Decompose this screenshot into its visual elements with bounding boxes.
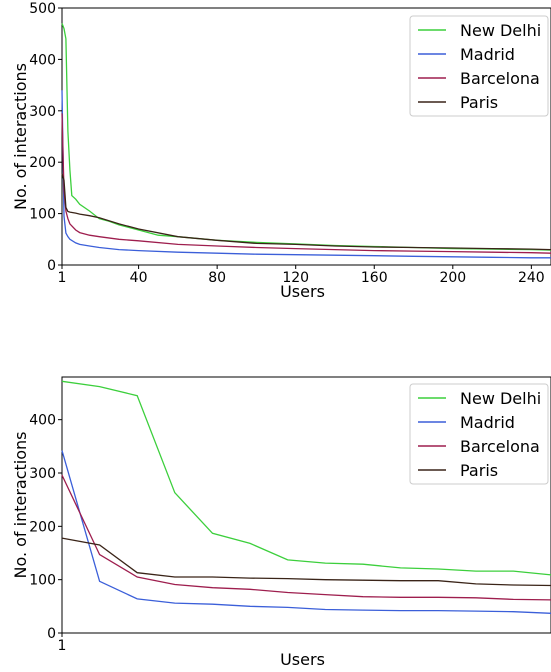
legend: New Delhi Madrid Barcelona Paris (409, 383, 549, 485)
y-axis-label: No. of interactions (11, 431, 30, 578)
y-tick-label: 500 (29, 1, 56, 17)
chart-1: 0 100 200 300 400 500 1 40 80 120 160 200 240 Users No… (11, 1, 551, 301)
series-line-barcelona (61, 113, 551, 254)
series-line-new-delhi (61, 380, 551, 576)
x-tick-label: 1 (58, 638, 67, 654)
y-tick-label: 400 (29, 52, 56, 68)
legend-box (409, 383, 549, 485)
series-line-paris (61, 173, 551, 251)
legend-label: New Delhi (460, 21, 541, 40)
x-tick-label: 200 (439, 270, 466, 286)
legend-label: Paris (460, 93, 498, 112)
y-tick-label: 400 (29, 413, 56, 429)
legend-label: Madrid (460, 413, 515, 432)
chart-2: 0 100 200 300 400 1 Users No. of interactions Ne… (11, 376, 551, 669)
legend-label: Paris (460, 461, 498, 480)
x-tick-label: 80 (208, 270, 226, 286)
legend-label: Madrid (460, 45, 515, 64)
y-tick-label: 300 (29, 104, 56, 120)
plot-frame (61, 376, 551, 634)
x-tick-label: 240 (518, 270, 545, 286)
y-tick-label: 100 (29, 207, 56, 223)
legend: New Delhi Madrid Barcelona Paris (409, 15, 549, 117)
legend-box (409, 15, 549, 117)
x-tick-label: 160 (361, 270, 388, 286)
legend-label: New Delhi (460, 389, 541, 408)
x-axis-label: Users (280, 650, 325, 669)
series-line-paris (61, 537, 551, 587)
y-tick-label: 300 (29, 466, 56, 482)
y-tick-label: 0 (47, 626, 56, 642)
series-line-madrid (61, 90, 551, 259)
series-line-barcelona (61, 474, 551, 601)
legend-label: Barcelona (460, 437, 540, 456)
y-tick-label: 200 (29, 155, 56, 171)
series-line-madrid (61, 450, 551, 614)
x-tick-label: 120 (282, 270, 309, 286)
y-tick-label: 0 (47, 258, 56, 274)
legend-label: Barcelona (460, 69, 540, 88)
y-axis-label: No. of interactions (11, 63, 30, 210)
x-axis-label: Users (280, 282, 325, 301)
x-tick-label: 1 (58, 270, 67, 286)
x-tick-label: 40 (130, 270, 148, 286)
y-tick-label: 100 (29, 573, 56, 589)
y-tick-label: 200 (29, 519, 56, 535)
